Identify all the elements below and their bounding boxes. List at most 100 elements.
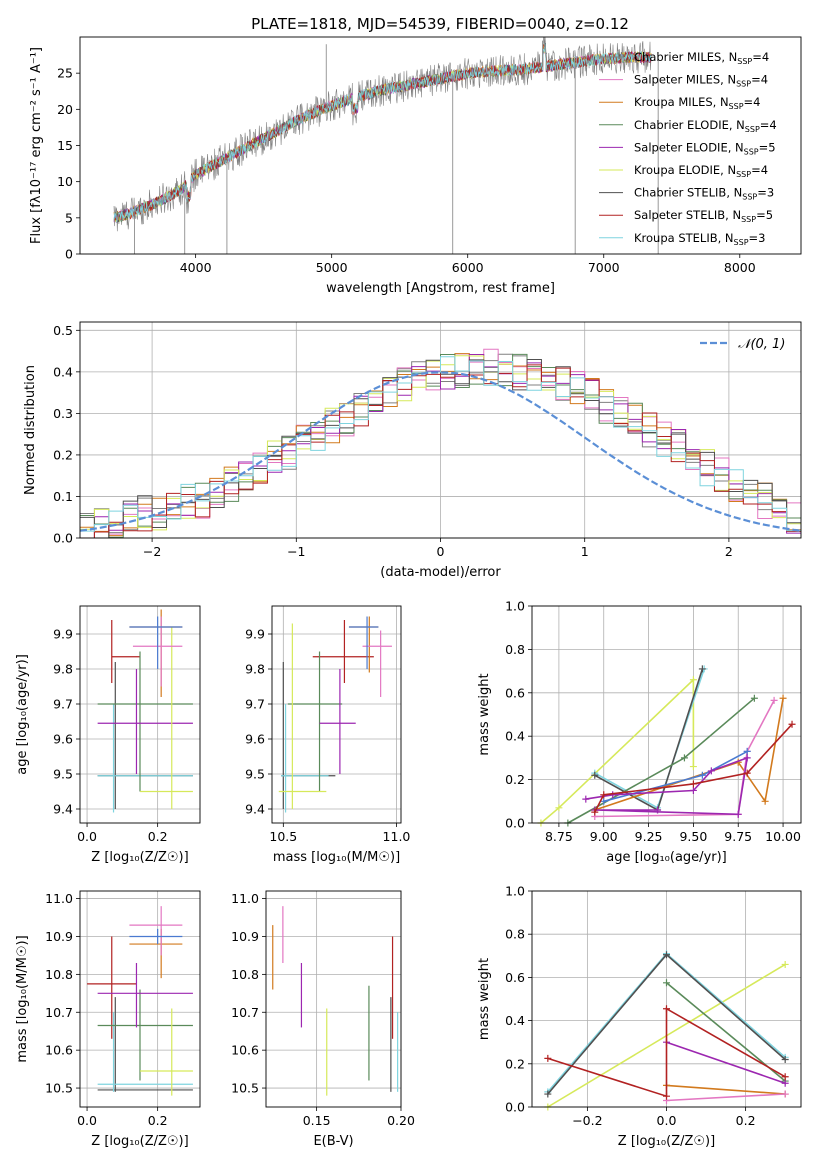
x-axis-label: age [log₁₀(age/yr)] (606, 850, 727, 865)
y-tick-label: 0.4 (53, 364, 73, 379)
y-axis-label: mass [log₁₀(M/M☉)] (15, 935, 30, 1062)
weight-marker (689, 763, 697, 771)
weight-marker (781, 1090, 789, 1098)
y-axis-label: age [log₁₀(age/yr)] (15, 654, 30, 775)
y-axis-label: mass weight (477, 673, 492, 755)
weight-marker (734, 810, 742, 818)
panel-mass_vs_EBV: 0.15 0.20 10.5 10.6 10.7 10.8 10.9 11.0 E(B-V) (231, 890, 415, 1149)
weight-marker (779, 694, 787, 702)
panel-age_vs_mass: 10.5 11.0 9.4 9.5 9.6 9.7 9.8 9.9 mass [log₁₀(M/… (245, 605, 411, 865)
y-tick-label: 1.0 (505, 599, 525, 614)
y-tick-label: 10.6 (45, 1043, 73, 1058)
weight-marker (770, 696, 778, 704)
weight-series-line (594, 668, 705, 809)
x-tick-label: 10.00 (765, 829, 801, 844)
x-tick-label: 8000 (724, 260, 756, 275)
y-tick-label: 9.7 (245, 697, 265, 712)
y-tick-label: 0.5 (53, 323, 73, 338)
weight-series-line (567, 697, 755, 824)
weight-marker (761, 797, 769, 805)
y-tick-label: 0.1 (53, 489, 73, 504)
x-tick-label: −0.2 (572, 1113, 602, 1128)
spectrum-series-line (113, 43, 652, 223)
y-tick-label: 0.6 (505, 685, 525, 700)
axes-frame (79, 36, 802, 255)
weight-marker (544, 1090, 552, 1098)
x-axis-label: E(B-V) (313, 1134, 353, 1149)
weight-marker (781, 960, 789, 968)
panel-spectrum: 4000 5000 6000 7000 8000 0 5 10 15 20 25 wavelength… (29, 36, 802, 296)
y-tick-label: 9.6 (53, 732, 73, 747)
weight-series-line (585, 756, 749, 816)
y-tick-label: 0.2 (505, 1056, 525, 1071)
axes-frame (79, 321, 802, 539)
legend-entry: 𝒩(0, 1) (738, 337, 785, 352)
y-tick-label: 0.8 (505, 642, 525, 657)
figure-title: PLATE=1818, MJD=54539, FIBERID=0040, z=0… (251, 15, 629, 33)
panel-massweight_vs_age: 8.75 9.00 9.25 9.50 9.75 10.00 0.0 0.2 0.4 0.6 0.8… (477, 599, 802, 865)
weight-marker (689, 780, 697, 788)
weight-marker (689, 786, 697, 794)
weight-marker (680, 754, 688, 762)
normal-curve (79, 371, 802, 532)
x-tick-label: 0.2 (148, 1113, 168, 1128)
weight-marker (689, 676, 697, 684)
x-axis-label: Z [log₁₀(Z/Z☉)] (91, 850, 188, 865)
axes-frame (531, 890, 802, 1108)
x-tick-label: 9.00 (590, 829, 618, 844)
weight-series-line (540, 677, 695, 824)
y-tick-label: 10.9 (45, 929, 73, 944)
y-tick-label: 0.4 (505, 729, 525, 744)
spectrum-series-line (113, 44, 652, 221)
y-tick-label: 15 (57, 138, 73, 153)
axes-frame (79, 605, 201, 824)
x-axis-label: Z [log₁₀(Z/Z☉)] (618, 1134, 715, 1149)
x-tick-label: 11.0 (383, 829, 411, 844)
axes-frame (79, 890, 201, 1108)
y-tick-label: 10.5 (231, 1081, 259, 1096)
y-tick-label: 10.6 (231, 1043, 259, 1058)
weight-marker (781, 1055, 789, 1063)
y-tick-label: 0.3 (53, 406, 73, 421)
x-tick-label: 7000 (588, 260, 620, 275)
y-tick-label: 9.9 (245, 627, 265, 642)
y-tick-label: 10 (57, 174, 73, 189)
weight-series-line (547, 1007, 786, 1098)
y-axis-label: Flux [fλ10⁻¹⁷ erg cm⁻² s⁻¹ A⁻¹] (29, 47, 44, 244)
x-tick-label: 2 (725, 544, 733, 559)
x-tick-label: 1 (581, 544, 589, 559)
x-axis-label: wavelength [Angstrom, rest frame] (326, 281, 555, 296)
x-tick-label: 0 (437, 544, 445, 559)
x-tick-label: 0.0 (657, 1113, 677, 1128)
y-tick-label: 0.8 (505, 927, 525, 942)
spectrum-series-line (113, 45, 652, 223)
y-tick-label: 9.7 (53, 697, 73, 712)
weight-marker (698, 771, 706, 779)
weight-marker (663, 1005, 670, 1013)
weight-marker (591, 771, 599, 779)
spectrum-series-line (113, 37, 652, 232)
weight-marker (663, 979, 670, 987)
y-tick-label: 9.4 (245, 802, 265, 817)
weight-marker (743, 747, 751, 755)
weight-series-line (666, 1093, 786, 1102)
axes-frame (265, 890, 402, 1108)
x-axis-label: (data-model)/error (380, 565, 501, 580)
y-tick-label: 10.7 (45, 1005, 73, 1020)
y-tick-label: 9.6 (245, 732, 265, 747)
y-tick-label: 0.2 (505, 772, 525, 787)
panel-age_vs_Z: 0.0 0.2 9.4 9.5 9.6 9.7 9.8 9.9 Z [log₁₀(Z/Z☉)] a… (15, 605, 201, 865)
y-tick-label: 0 (65, 247, 73, 262)
weight-marker (582, 795, 590, 803)
y-tick-label: 0.2 (53, 447, 73, 462)
weight-marker (544, 1054, 552, 1062)
weight-marker (743, 769, 751, 777)
weight-series-line (666, 1041, 786, 1084)
x-tick-label: 9.25 (635, 829, 663, 844)
weight-marker (743, 754, 751, 762)
x-tick-label: 0.2 (148, 829, 168, 844)
y-tick-label: 1.0 (505, 884, 525, 899)
y-tick-label: 10.8 (45, 967, 73, 982)
histogram-series-step (80, 356, 801, 532)
y-tick-label: 9.4 (53, 802, 73, 817)
